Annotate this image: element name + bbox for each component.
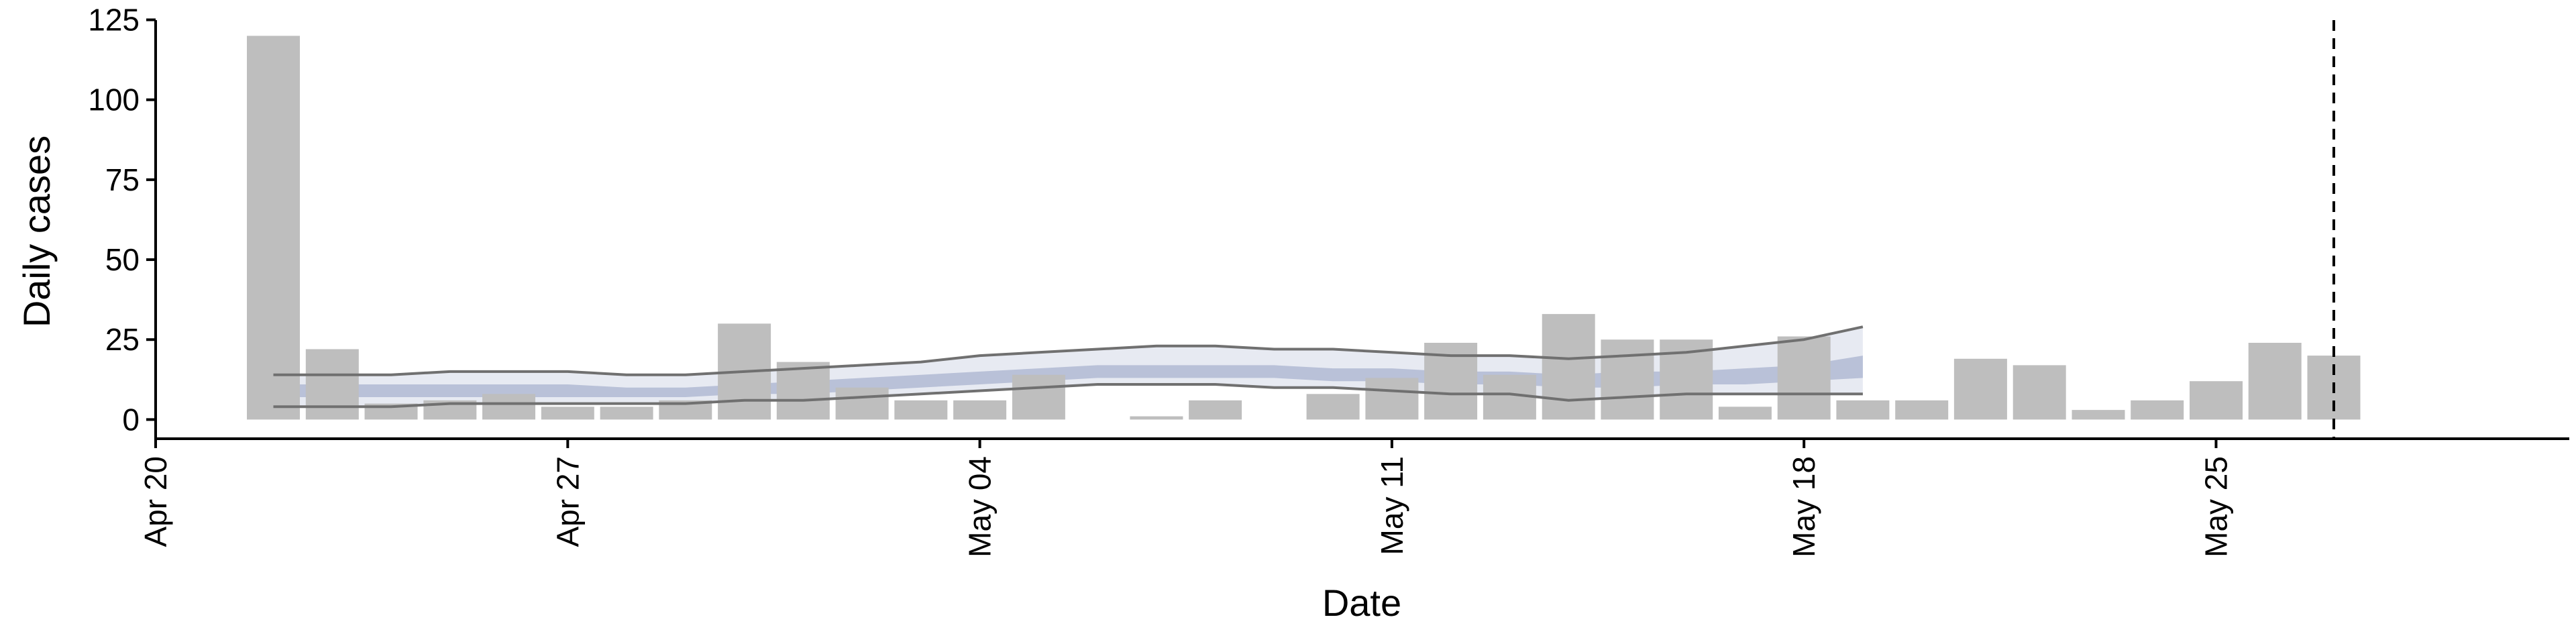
x-axis-title: Date: [1322, 582, 1401, 624]
bar: [1130, 416, 1183, 420]
bar: [482, 394, 535, 420]
bar: [600, 407, 653, 420]
bar: [2072, 410, 2125, 420]
bar: [894, 400, 948, 420]
estimate-bound-lines: [273, 325, 1864, 409]
x-tick-label: May 18: [1786, 456, 1821, 557]
bar: [1365, 378, 1419, 420]
y-tick-label: 25: [105, 322, 140, 357]
y-tick-label: 75: [105, 162, 140, 197]
bar: [1836, 400, 1890, 420]
y-tick-label: 100: [88, 83, 140, 117]
x-tick-label: Apr 27: [550, 456, 585, 547]
bar: [835, 387, 889, 420]
y-tick-label: 50: [105, 242, 140, 277]
bar: [541, 407, 594, 420]
bar: [1601, 339, 1654, 420]
bar: [1012, 374, 1065, 420]
bar: [953, 400, 1007, 420]
inner-interval-band: [273, 356, 1863, 397]
lower-bound-line: [273, 383, 1863, 409]
x-tick-label: May 11: [1375, 456, 1409, 555]
bar: [2131, 400, 2184, 420]
axes: 0 25 50 75 100 125 Apr 20 Apr 27 May 04 May 11 May…: [88, 3, 2569, 557]
bar: [1306, 394, 1360, 420]
bar: [1718, 407, 1772, 420]
bar: [2190, 381, 2243, 420]
y-tick-label: 0: [122, 402, 140, 437]
bar: [776, 362, 830, 420]
x-tick-label: May 25: [2198, 456, 2233, 557]
x-tick-label: May 04: [963, 456, 998, 557]
bar: [1542, 314, 1595, 420]
bar: [1777, 336, 1831, 420]
bar: [2012, 365, 2066, 420]
bar: [247, 36, 300, 420]
bar: [1895, 400, 1949, 420]
x-tick-label: Apr 20: [138, 456, 173, 547]
bar: [305, 349, 359, 420]
y-tick-label: 125: [88, 3, 140, 38]
bar: [1953, 358, 2007, 420]
y-axis-title: Daily cases: [15, 136, 58, 327]
upper-bound-line: [273, 325, 1864, 376]
bar: [1189, 400, 1242, 420]
bar: [2248, 343, 2302, 420]
